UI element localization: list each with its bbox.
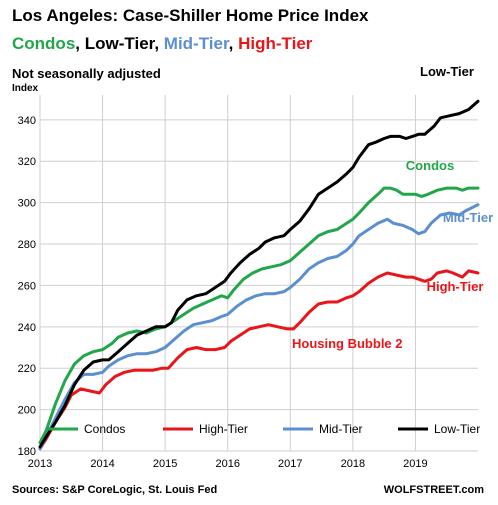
- subtitle-part: ,: [154, 34, 164, 53]
- subtitle-part: Low-Tier: [84, 34, 155, 53]
- chart-title: Los Angeles: Case-Shiller Home Price Ind…: [12, 6, 369, 25]
- series-end-label: Condos: [406, 158, 454, 173]
- legend-label: High-Tier: [199, 422, 248, 436]
- subtitle-part: ,: [75, 34, 85, 53]
- annotations: Housing Bubble 2: [292, 336, 403, 351]
- y-tick-label: 200: [18, 405, 36, 417]
- y-tick-label: 320: [18, 156, 36, 168]
- y-tick-label: 240: [18, 322, 36, 334]
- x-tick-label: 2018: [341, 458, 365, 470]
- y-tick-label: 280: [18, 239, 36, 251]
- series-end-label: Low-Tier: [420, 64, 474, 79]
- legend-label: Low-Tier: [434, 422, 480, 436]
- y-tick-label: 340: [18, 115, 36, 127]
- x-tick-label: 2014: [90, 458, 114, 470]
- series-line-low-tier: [38, 99, 480, 449]
- chart-subtitle: Condos, Low-Tier, Mid-Tier, High-Tier: [12, 34, 312, 54]
- annotation-text: Housing Bubble 2: [292, 336, 403, 351]
- y-tick-label: 260: [18, 280, 36, 292]
- series-line-condos: [38, 186, 480, 445]
- brand-label: WOLFSTREET.com: [383, 484, 484, 496]
- y-axis-label: Index: [12, 83, 39, 94]
- series-end-label: High-Tier: [427, 279, 484, 294]
- legend: Condos High-Tier Mid-Tier Low-Tier: [48, 422, 480, 436]
- seasonal-note: Not seasonally adjusted: [12, 66, 161, 81]
- x-tick-label: 2015: [153, 458, 177, 470]
- y-tick-labels: 180 200 220 240 260 280 300 320 340: [18, 115, 36, 458]
- y-tick-label: 300: [18, 198, 36, 210]
- series-line-mid-tier: [38, 203, 480, 451]
- subtitle-part: ,: [228, 34, 239, 53]
- gridlines: [39, 95, 478, 452]
- series-lines: [38, 99, 480, 451]
- subtitle-part: High-Tier: [238, 34, 313, 53]
- series-end-label: Mid-Tier: [443, 210, 493, 225]
- series-line-high-tier: [38, 269, 480, 451]
- subtitle-part: Condos: [12, 34, 76, 53]
- sources-note: Sources: S&P CoreLogic, St. Louis Fed: [12, 484, 218, 496]
- series-end-labels: Condos High-Tier Mid-Tier Low-Tier: [406, 64, 493, 294]
- subtitle-part: Mid-Tier: [163, 34, 229, 53]
- y-tick-label: 180: [18, 446, 36, 458]
- x-tick-label: 2017: [278, 458, 302, 470]
- x-tick-label: 2019: [403, 458, 427, 470]
- legend-label: Condos: [84, 422, 125, 436]
- y-tick-label: 220: [18, 363, 36, 375]
- x-tick-labels: 2013 2014 2015 2016 2017 2018 2019: [28, 458, 428, 470]
- x-tick-label: 2016: [215, 458, 239, 470]
- legend-label: Mid-Tier: [319, 422, 363, 436]
- x-tick-label: 2013: [28, 458, 52, 470]
